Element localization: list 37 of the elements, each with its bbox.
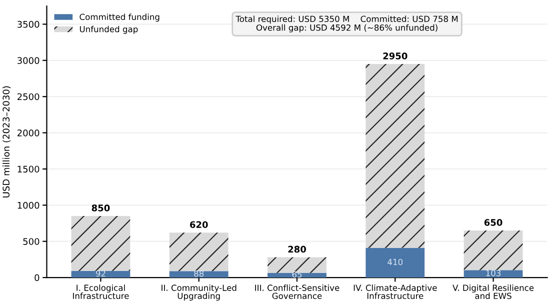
data-label: 65 <box>292 271 302 278</box>
annotation: Total required: USD 5350 M Committed: USD 758 M Overall gap: USD 4592 M (~86% unfunded) <box>236 16 458 32</box>
bar <box>464 230 523 270</box>
total-label: 280 <box>288 246 306 253</box>
total-label: 620 <box>190 221 208 228</box>
bar <box>169 232 228 272</box>
data-label: 410 <box>388 258 403 266</box>
x-tick-label: IV. Climate-Adaptive Infrastructure <box>354 284 437 300</box>
bar <box>366 248 425 278</box>
bar <box>71 270 130 278</box>
total-label: 850 <box>92 204 110 212</box>
bar <box>169 271 228 278</box>
total-label: 2950 <box>383 52 408 60</box>
x-tick-label: I. Ecological Infrastructure <box>73 284 129 300</box>
y-tick-label: 3500 <box>18 20 40 28</box>
y-tick-label: 3000 <box>18 57 40 64</box>
total-label: 650 <box>484 219 502 226</box>
y-tick-label: 500 <box>23 238 40 245</box>
bar <box>366 64 425 248</box>
y-tick-label: 1000 <box>18 202 40 209</box>
bar <box>268 272 326 278</box>
y-tick-label: 0 <box>34 274 40 282</box>
legend-label: Unfunded gap <box>80 26 138 34</box>
x-tick-label: V. Digital Resilience and EWS <box>452 284 534 300</box>
y-tick-label: 1500 <box>18 166 40 173</box>
legend-label: Committed funding <box>80 14 160 22</box>
data-label: 103 <box>486 270 501 276</box>
y-tick-label: 2000 <box>17 130 40 136</box>
x-tick-label: II. Community-Led Upgrading <box>162 284 236 301</box>
x-tick-label: III. Conflict-Sensitive Governance <box>255 284 340 300</box>
bar <box>268 257 326 273</box>
data-label: 92 <box>96 270 106 277</box>
y-tick-label: 2500 <box>17 93 40 100</box>
bar <box>71 216 130 271</box>
y-axis-title: USD million (2023–2030) <box>2 86 11 198</box>
bar <box>464 270 523 278</box>
data-label: 88 <box>194 270 204 277</box>
